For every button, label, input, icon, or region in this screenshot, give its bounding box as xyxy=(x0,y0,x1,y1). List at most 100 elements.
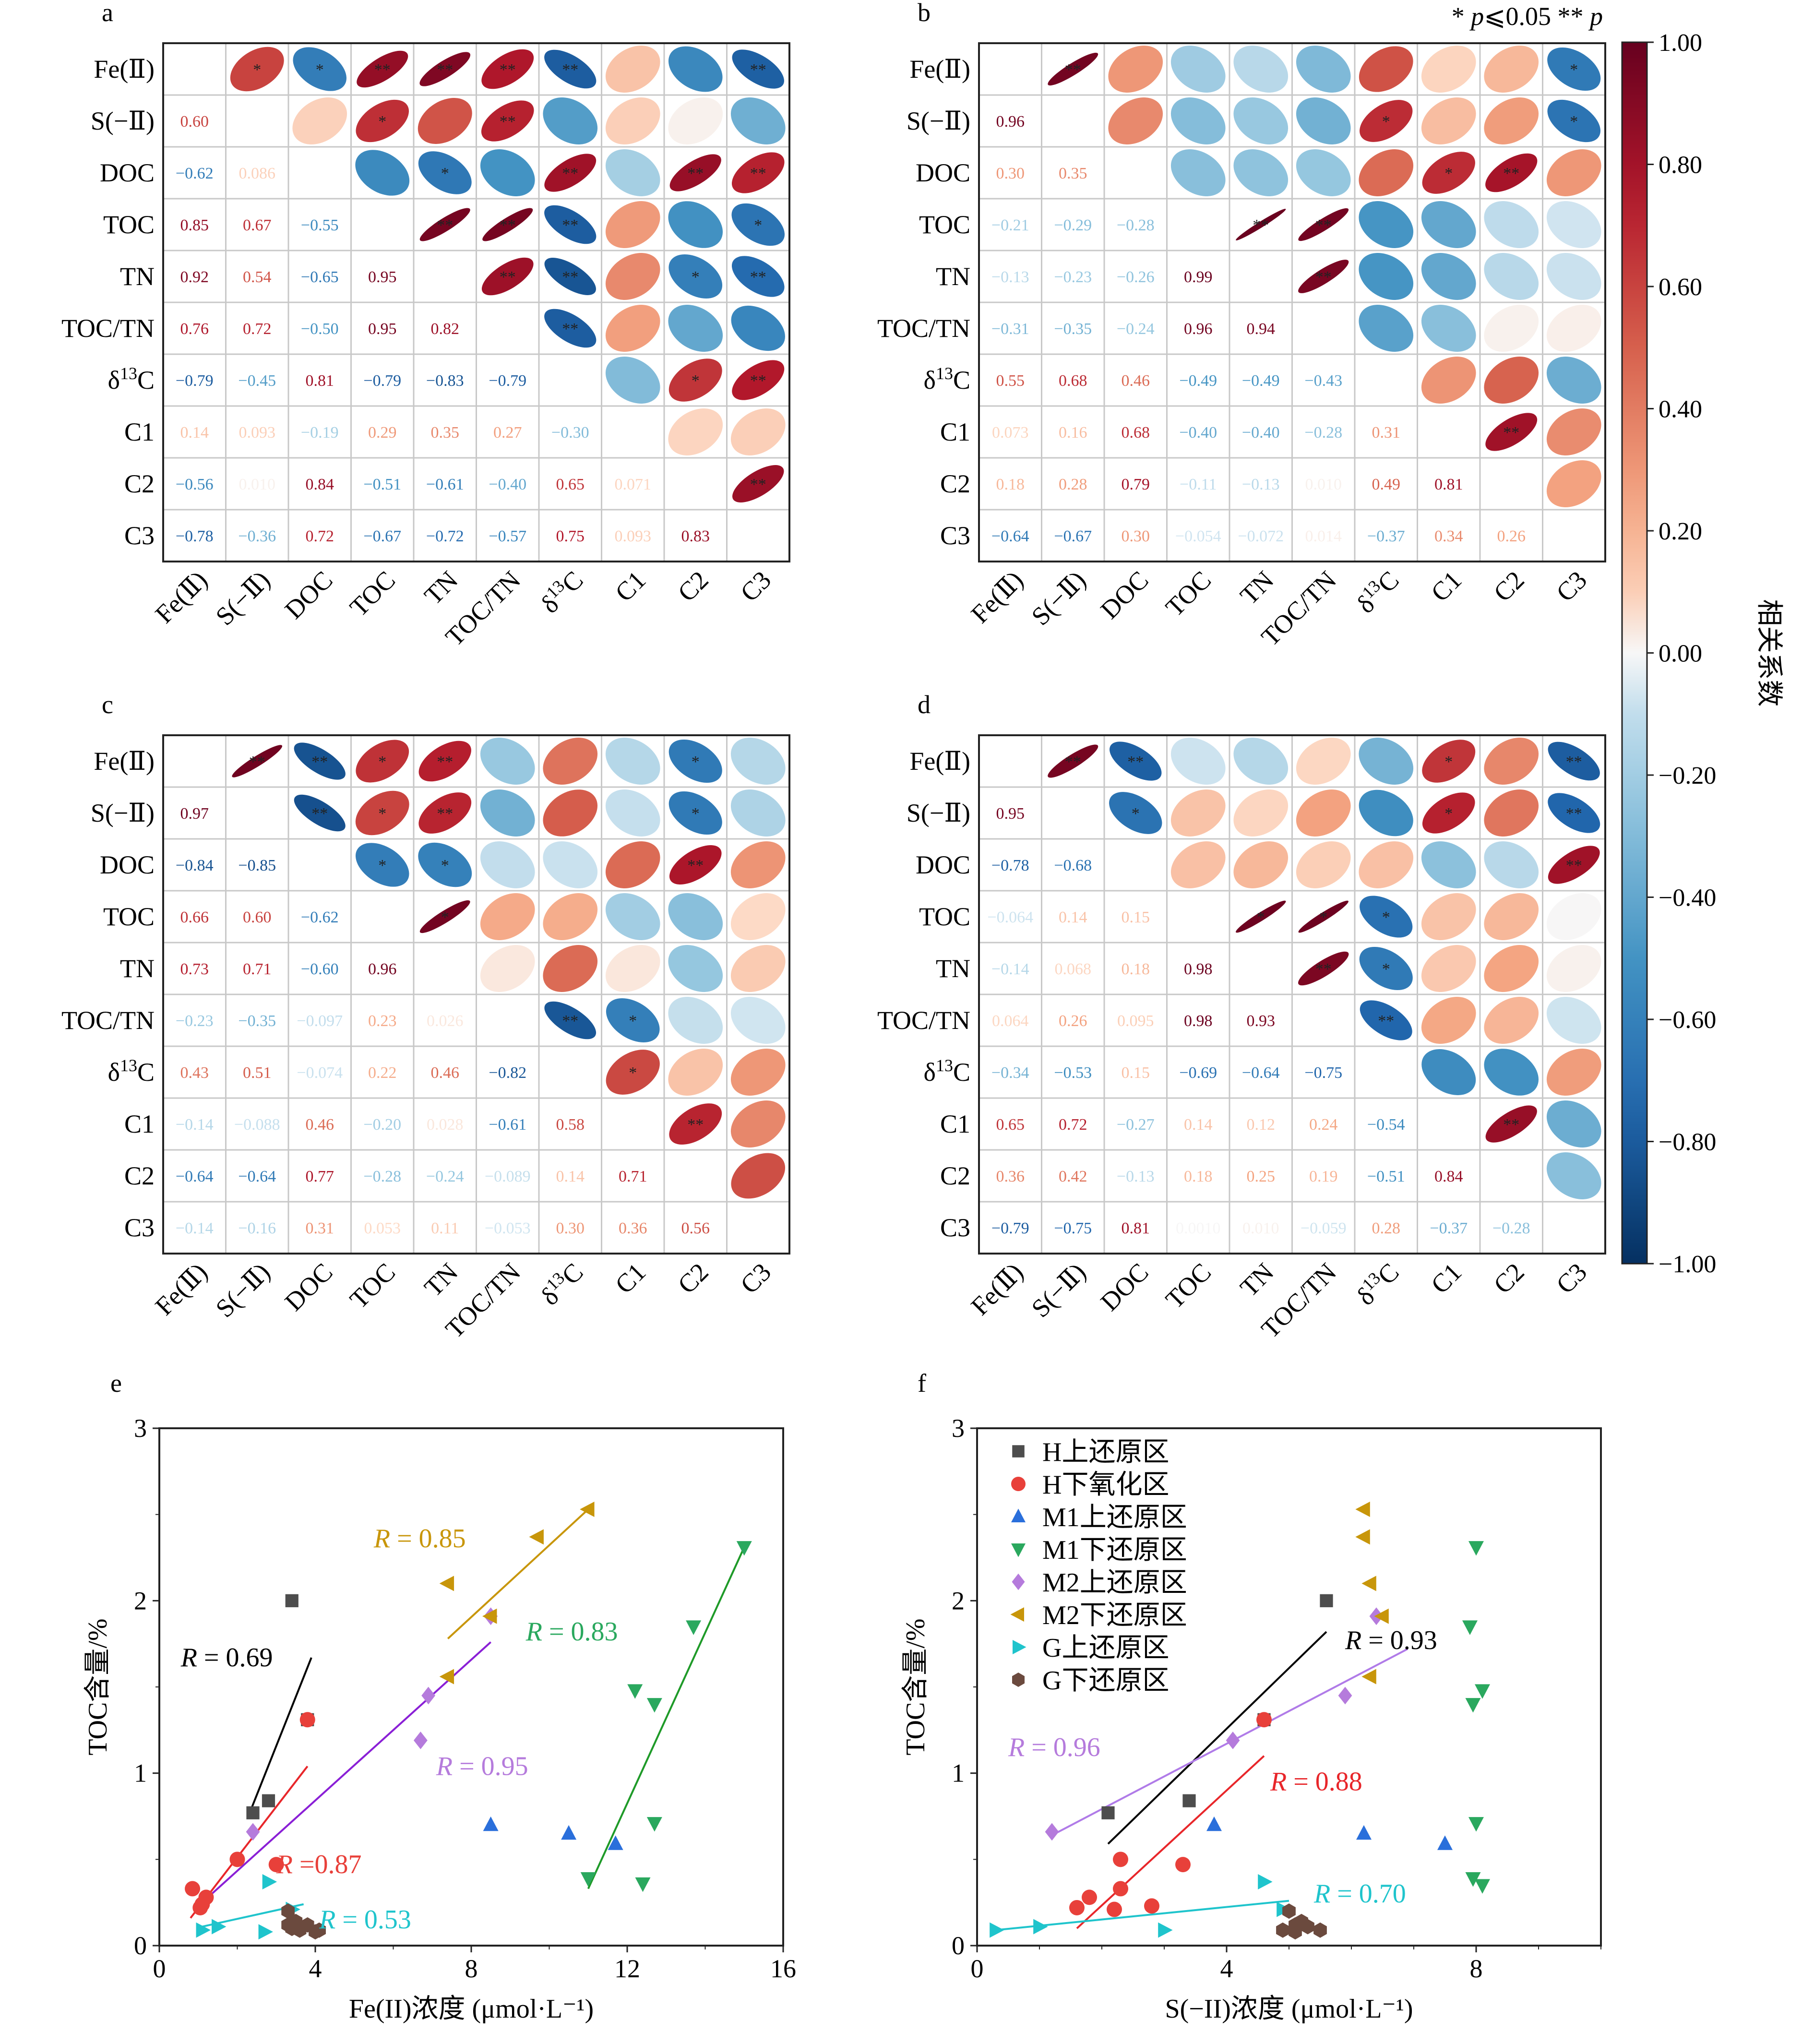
significance-mark: ** xyxy=(1065,61,1081,79)
data-point xyxy=(529,1529,544,1545)
corr-ellipse xyxy=(1359,946,1413,991)
corr-value-label: −0.26 xyxy=(1117,268,1155,286)
corr-value-label: −0.072 xyxy=(1238,527,1284,545)
corr-ellipse xyxy=(605,46,660,93)
data-point xyxy=(1033,1919,1048,1935)
corr-value-label: −0.64 xyxy=(176,1168,214,1185)
corr-ellipse xyxy=(418,741,471,782)
significance-mark: * xyxy=(1444,753,1453,771)
colorbar-tick-label: 0.00 xyxy=(1659,640,1702,668)
x-tick-label: C2 xyxy=(1488,565,1530,607)
corr-ellipse xyxy=(668,408,723,455)
corr-ellipse xyxy=(1485,153,1538,192)
x-tick-label: C2 xyxy=(672,565,714,607)
corr-ellipse xyxy=(669,845,722,885)
x-tick-label: 4 xyxy=(309,1954,322,1983)
corr-value-label: −0.45 xyxy=(238,372,276,390)
corr-ellipse xyxy=(1421,1049,1476,1095)
corr-ellipse xyxy=(1485,413,1538,451)
legend-marker xyxy=(1012,1673,1025,1687)
corr-value-label: 0.14 xyxy=(1059,908,1087,926)
legend-label: M2下还原区 xyxy=(1042,1601,1187,1630)
corr-value-label: 0.26 xyxy=(1497,527,1526,545)
significance-mark: ** xyxy=(1315,268,1332,286)
corr-value-label: 0.67 xyxy=(243,216,272,234)
corr-ellipse xyxy=(1109,792,1162,834)
data-point xyxy=(196,1922,211,1938)
corr-value-label: −0.72 xyxy=(426,527,464,545)
colorbar-tick-label: 0.80 xyxy=(1659,152,1702,179)
corr-ellipse xyxy=(481,257,534,296)
legend-marker xyxy=(1010,1607,1024,1622)
corr-value-label: 0.14 xyxy=(180,424,209,442)
x-tick-label: C1 xyxy=(609,1257,651,1299)
corr-value-label: 0.19 xyxy=(1309,1168,1338,1185)
legend-marker xyxy=(1011,1543,1026,1557)
corr-value-label: −0.49 xyxy=(1179,372,1217,390)
heatmap-panel-c: cFe(Ⅱ) ** ** * ** *S(−Ⅱ) 0.97 ** * ** *DOC −0.84 −0.… xyxy=(61,690,790,1344)
corr-ellipse xyxy=(1546,253,1601,300)
corr-value-label: 0.92 xyxy=(180,268,209,286)
significance-mark: * xyxy=(1570,61,1578,79)
corr-value-label: −0.62 xyxy=(301,908,339,926)
data-point xyxy=(1282,1903,1296,1919)
corr-value-label: −0.51 xyxy=(363,476,401,493)
data-point xyxy=(1468,1541,1484,1556)
y-tick-label: DOC xyxy=(100,850,155,879)
corr-ellipse xyxy=(1546,1152,1601,1199)
significance-mark: * xyxy=(253,61,261,79)
corr-ellipse xyxy=(418,792,472,834)
data-point xyxy=(608,1835,623,1850)
y-tick-label: 1 xyxy=(952,1759,965,1788)
significance-mark: * xyxy=(692,372,700,390)
data-point xyxy=(299,1712,315,1728)
corr-value-label: −0.40 xyxy=(1179,424,1217,442)
corr-value-label: 0.72 xyxy=(306,527,334,545)
corr-ellipse xyxy=(1548,846,1600,884)
corr-ellipse xyxy=(730,97,786,144)
corr-value-label: −0.53 xyxy=(1054,1064,1092,1082)
corr-ellipse xyxy=(1484,46,1539,93)
y-tick-label: S(−Ⅱ) xyxy=(91,799,155,827)
corr-value-label: −0.64 xyxy=(1242,1064,1280,1082)
data-point xyxy=(483,1816,499,1831)
corr-value-label: 0.72 xyxy=(1059,1116,1087,1134)
significance-mark: ** xyxy=(562,320,578,338)
significance-mark: ** xyxy=(562,165,578,182)
data-point xyxy=(646,1817,662,1832)
corr-value-label: 0.79 xyxy=(1122,476,1150,493)
significance-mark: * xyxy=(1444,165,1453,182)
corr-ellipse xyxy=(1048,52,1098,86)
data-point xyxy=(1475,1684,1490,1699)
corr-ellipse xyxy=(1421,201,1476,248)
x-tick-label: 4 xyxy=(1220,1954,1233,1983)
corr-ellipse xyxy=(669,154,721,191)
significance-mark: ** xyxy=(1566,805,1582,823)
significance-mark: * xyxy=(378,857,386,874)
significance-mark: * xyxy=(692,268,700,286)
corr-ellipse xyxy=(668,254,723,299)
legend-marker xyxy=(1011,1477,1026,1491)
significance-mark: * xyxy=(1132,805,1140,823)
legend-label: H上还原区 xyxy=(1042,1437,1169,1467)
corr-value-label: −0.51 xyxy=(1367,1168,1405,1185)
corr-ellipse xyxy=(544,258,596,295)
corr-ellipse xyxy=(605,738,660,785)
corr-value-label: 0.068 xyxy=(1055,960,1092,978)
x-tick-label: DOC xyxy=(279,1257,338,1316)
corr-value-label: −0.27 xyxy=(1117,1116,1155,1134)
corr-value-label: −0.85 xyxy=(238,857,276,874)
corr-ellipse xyxy=(605,789,660,837)
corr-ellipse xyxy=(1170,97,1226,144)
corr-value-label: 0.51 xyxy=(243,1064,272,1082)
corr-ellipse xyxy=(668,46,723,92)
corr-ellipse xyxy=(731,152,785,193)
corr-ellipse xyxy=(1484,305,1539,352)
corr-value-label: 0.68 xyxy=(1122,424,1150,442)
correlation-panels: aFe(Ⅱ) * * ** ** ** ** **S(−Ⅱ) 0.60 * **DOC −0.62 0.… xyxy=(61,0,1606,1344)
corr-value-label: −0.23 xyxy=(1054,268,1092,286)
corr-value-label: −0.37 xyxy=(1367,527,1405,545)
corr-value-label: 0.24 xyxy=(1309,1116,1338,1134)
corr-value-label: 0.16 xyxy=(1059,424,1087,442)
legend-marker xyxy=(1012,1445,1025,1458)
